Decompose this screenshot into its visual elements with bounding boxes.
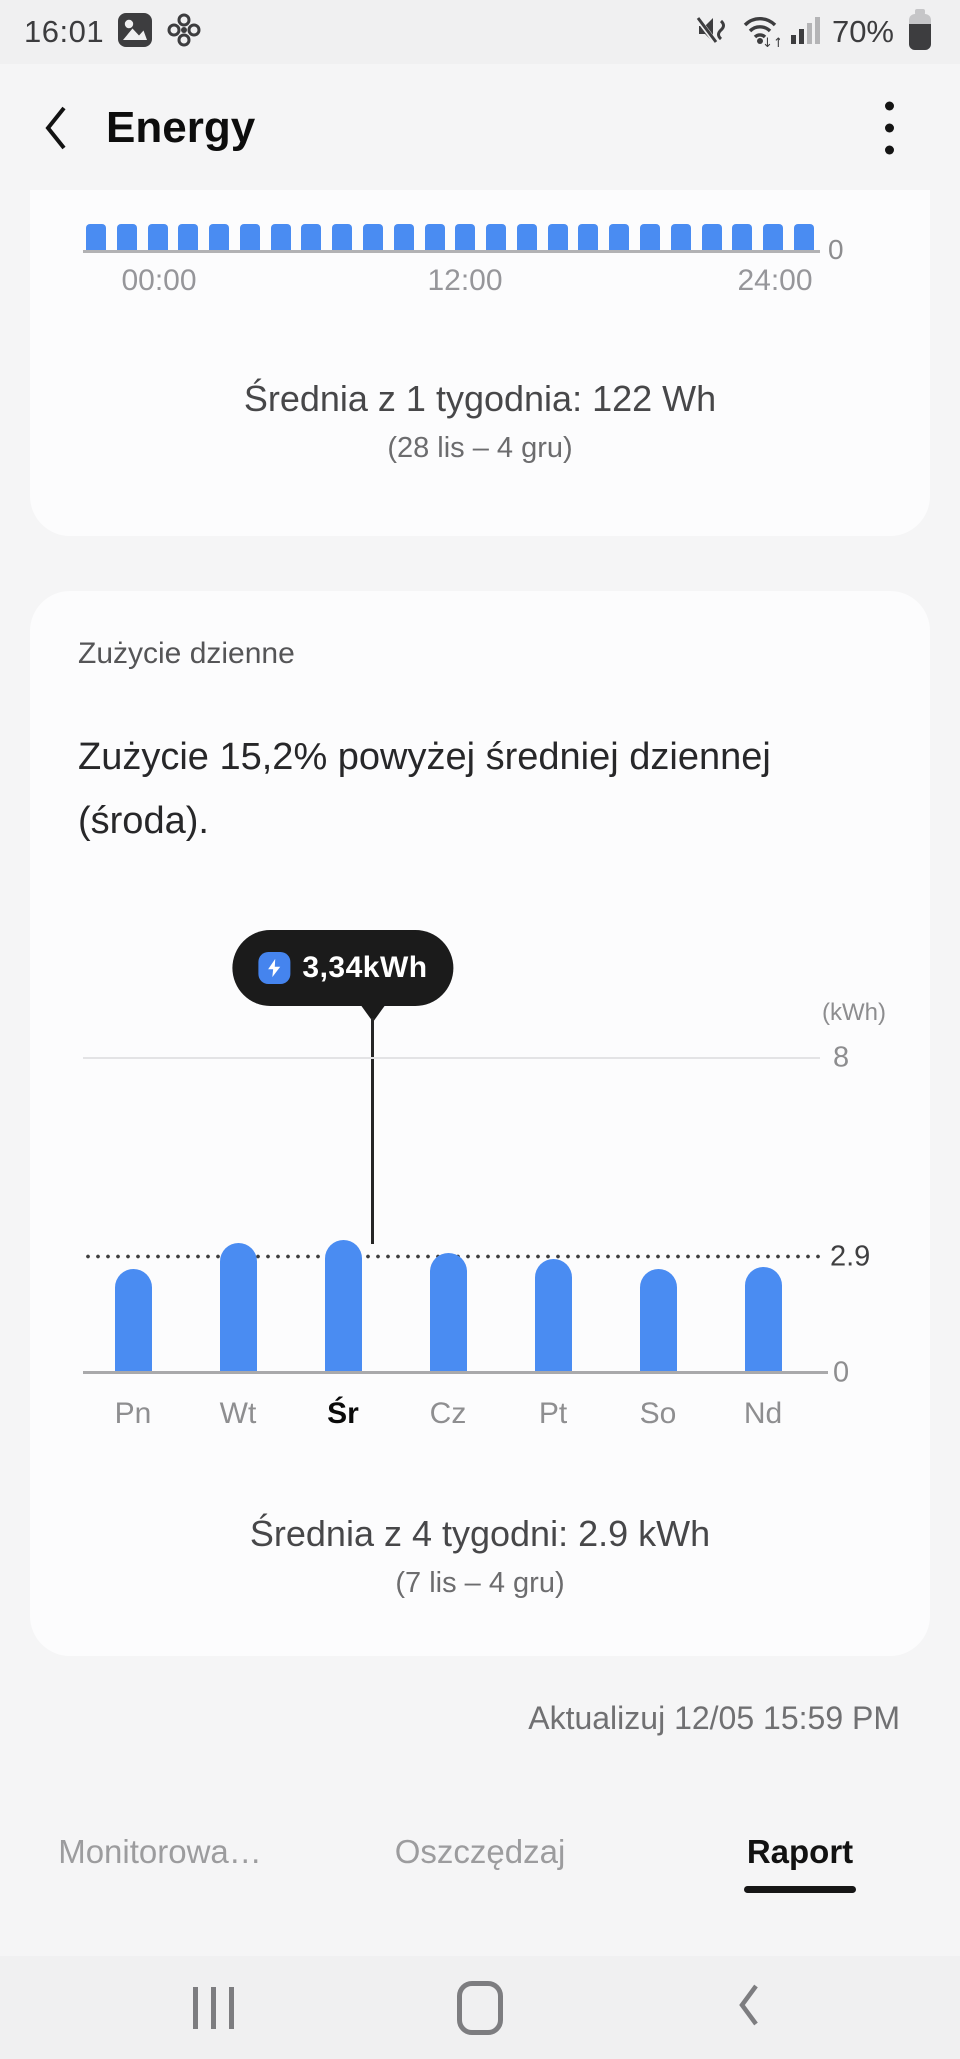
clock: 16:01 xyxy=(24,14,105,49)
hourly-bar-15[interactable] xyxy=(547,224,568,250)
tab-raport[interactable]: Raport xyxy=(640,1830,960,1893)
hourly-bar-2[interactable] xyxy=(147,224,168,250)
hourly-bar-19[interactable] xyxy=(670,224,691,250)
section-label: Zużycie dzienne xyxy=(78,637,295,670)
page-title: Energy xyxy=(106,103,256,152)
status-bar: 16:01 xyxy=(0,0,960,64)
day-label-pn[interactable]: Pn xyxy=(114,1397,152,1430)
home-icon xyxy=(457,1980,503,2035)
daily-usage-card: Zużycie dzienne Zużycie 15,2% powyżej śr… xyxy=(30,591,930,1656)
usage-headline: Zużycie 15,2% powyżej średniej dziennej … xyxy=(78,736,771,842)
hourly-tick-2400: 24:00 xyxy=(737,264,813,297)
hourly-bar-7[interactable] xyxy=(301,224,322,250)
recents-icon xyxy=(192,1986,234,2029)
hourly-bar-5[interactable] xyxy=(239,224,260,250)
energy-bolt-icon xyxy=(258,952,291,984)
day-label-so[interactable]: So xyxy=(639,1397,677,1430)
daily-bar-pt[interactable] xyxy=(534,1258,572,1371)
hourly-bar-20[interactable] xyxy=(701,224,722,250)
tooltip-value-label: 3,34kWh xyxy=(302,951,428,984)
daily-axis-zero-label: 0 xyxy=(833,1356,850,1389)
hourly-axis-baseline xyxy=(83,250,820,253)
more-options-button[interactable] xyxy=(877,94,902,163)
daily-bar-nd[interactable] xyxy=(744,1266,782,1371)
status-bar-left: 16:01 xyxy=(24,12,202,53)
daily-bar-wt[interactable] xyxy=(219,1243,257,1371)
daily-bar-pn[interactable] xyxy=(114,1268,152,1371)
hourly-bar-9[interactable] xyxy=(363,224,384,250)
tooltip-indicator-line xyxy=(371,1018,374,1244)
hourly-bar-0[interactable] xyxy=(86,224,106,250)
app-flower-notification-icon xyxy=(166,12,202,53)
hourly-bar-23[interactable] xyxy=(793,224,814,250)
hourly-bar-4[interactable] xyxy=(209,224,230,250)
hourly-tick-1200: 12:00 xyxy=(427,264,503,297)
hourly-axis-zero-label: 0 xyxy=(828,234,844,265)
update-row: Aktualizuj 12/05 15:59 PM xyxy=(0,1700,960,1737)
app-header: Energy xyxy=(0,64,960,192)
status-bar-right: ↓↑ 70% xyxy=(694,7,936,58)
day-label-nd[interactable]: Nd xyxy=(743,1397,783,1430)
tab-raport-label: Raport xyxy=(746,1833,854,1870)
nav-back-button[interactable] xyxy=(668,1956,828,2059)
signal-strength-icon xyxy=(790,13,822,52)
average-line-label: 2.9 xyxy=(830,1240,871,1273)
hourly-bar-1[interactable] xyxy=(116,224,137,250)
hourly-bar-17[interactable] xyxy=(609,224,630,250)
hourly-bar-12[interactable] xyxy=(455,224,476,250)
battery-icon xyxy=(904,7,936,58)
update-button[interactable]: Aktualizuj 12/05 15:59 PM xyxy=(528,1700,900,1736)
daily-axis-baseline xyxy=(83,1371,828,1374)
hourly-bar-22[interactable] xyxy=(763,224,784,250)
daily-bar-cz[interactable] xyxy=(429,1253,467,1371)
hourly-bar-10[interactable] xyxy=(393,224,414,250)
tab-oszczedzaj-label: Oszczędzaj xyxy=(394,1833,566,1870)
wifi-icon: ↓↑ xyxy=(740,12,784,53)
tab-monitoruj-label: Monitorowa… xyxy=(58,1833,262,1870)
monthly-average-daterange: (7 lis – 4 gru) xyxy=(395,1567,565,1599)
hourly-bar-6[interactable] xyxy=(270,224,291,250)
hourly-bar-13[interactable] xyxy=(486,224,507,250)
battery-percent-label: 70% xyxy=(831,14,894,49)
bottom-tab-bar: Monitorowa… Oszczędzaj Raport xyxy=(0,1830,960,1893)
hourly-bar-3[interactable] xyxy=(178,224,199,250)
hourly-bar-8[interactable] xyxy=(332,224,353,250)
hourly-bar-21[interactable] xyxy=(732,224,753,250)
weekly-average-daterange: (28 lis – 4 gru) xyxy=(387,432,573,464)
android-nav-bar xyxy=(0,1956,960,2059)
mute-vibrate-icon xyxy=(694,12,730,53)
hourly-bar-11[interactable] xyxy=(424,224,445,250)
svg-text:↓↑: ↓↑ xyxy=(762,36,780,48)
gridline-8 xyxy=(83,1057,820,1059)
value-tooltip: 3,34kWh xyxy=(232,930,454,1006)
tab-raport-active-underline xyxy=(744,1886,856,1893)
day-label-cz[interactable]: Cz xyxy=(429,1397,467,1430)
daily-bar-sr[interactable] xyxy=(324,1239,362,1371)
recents-button[interactable] xyxy=(133,1956,293,2059)
hourly-bar-16[interactable] xyxy=(578,224,599,250)
y-axis-unit-label: (kWh) xyxy=(822,999,886,1026)
gallery-notification-icon xyxy=(118,12,153,52)
day-label-pt[interactable]: Pt xyxy=(538,1397,568,1430)
tab-oszczedzaj[interactable]: Oszczędzaj xyxy=(320,1830,640,1893)
hourly-tick-0000: 00:00 xyxy=(121,264,197,297)
hourly-bar-14[interactable] xyxy=(516,224,537,250)
back-button[interactable] xyxy=(40,102,74,154)
gridline-8-label: 8 xyxy=(833,1041,850,1074)
home-button[interactable] xyxy=(400,1956,560,2059)
monthly-average-caption: Średnia z 4 tygodni: 2.9 kWh xyxy=(249,1513,711,1554)
daily-bar-so[interactable] xyxy=(639,1268,677,1371)
weekly-average-caption: Średnia z 1 tygodnia: 122 Wh xyxy=(243,378,717,419)
hourly-bar-18[interactable] xyxy=(640,224,661,250)
day-label-sr[interactable]: Śr xyxy=(327,1397,359,1430)
day-label-wt[interactable]: Wt xyxy=(219,1397,257,1430)
tooltip-pointer xyxy=(360,1004,386,1022)
hourly-usage-card: 0 00:00 12:00 24:00 Średnia z 1 tygodnia… xyxy=(30,190,930,536)
nav-back-icon xyxy=(734,1980,762,2035)
tab-monitoruj[interactable]: Monitorowa… xyxy=(0,1830,320,1893)
